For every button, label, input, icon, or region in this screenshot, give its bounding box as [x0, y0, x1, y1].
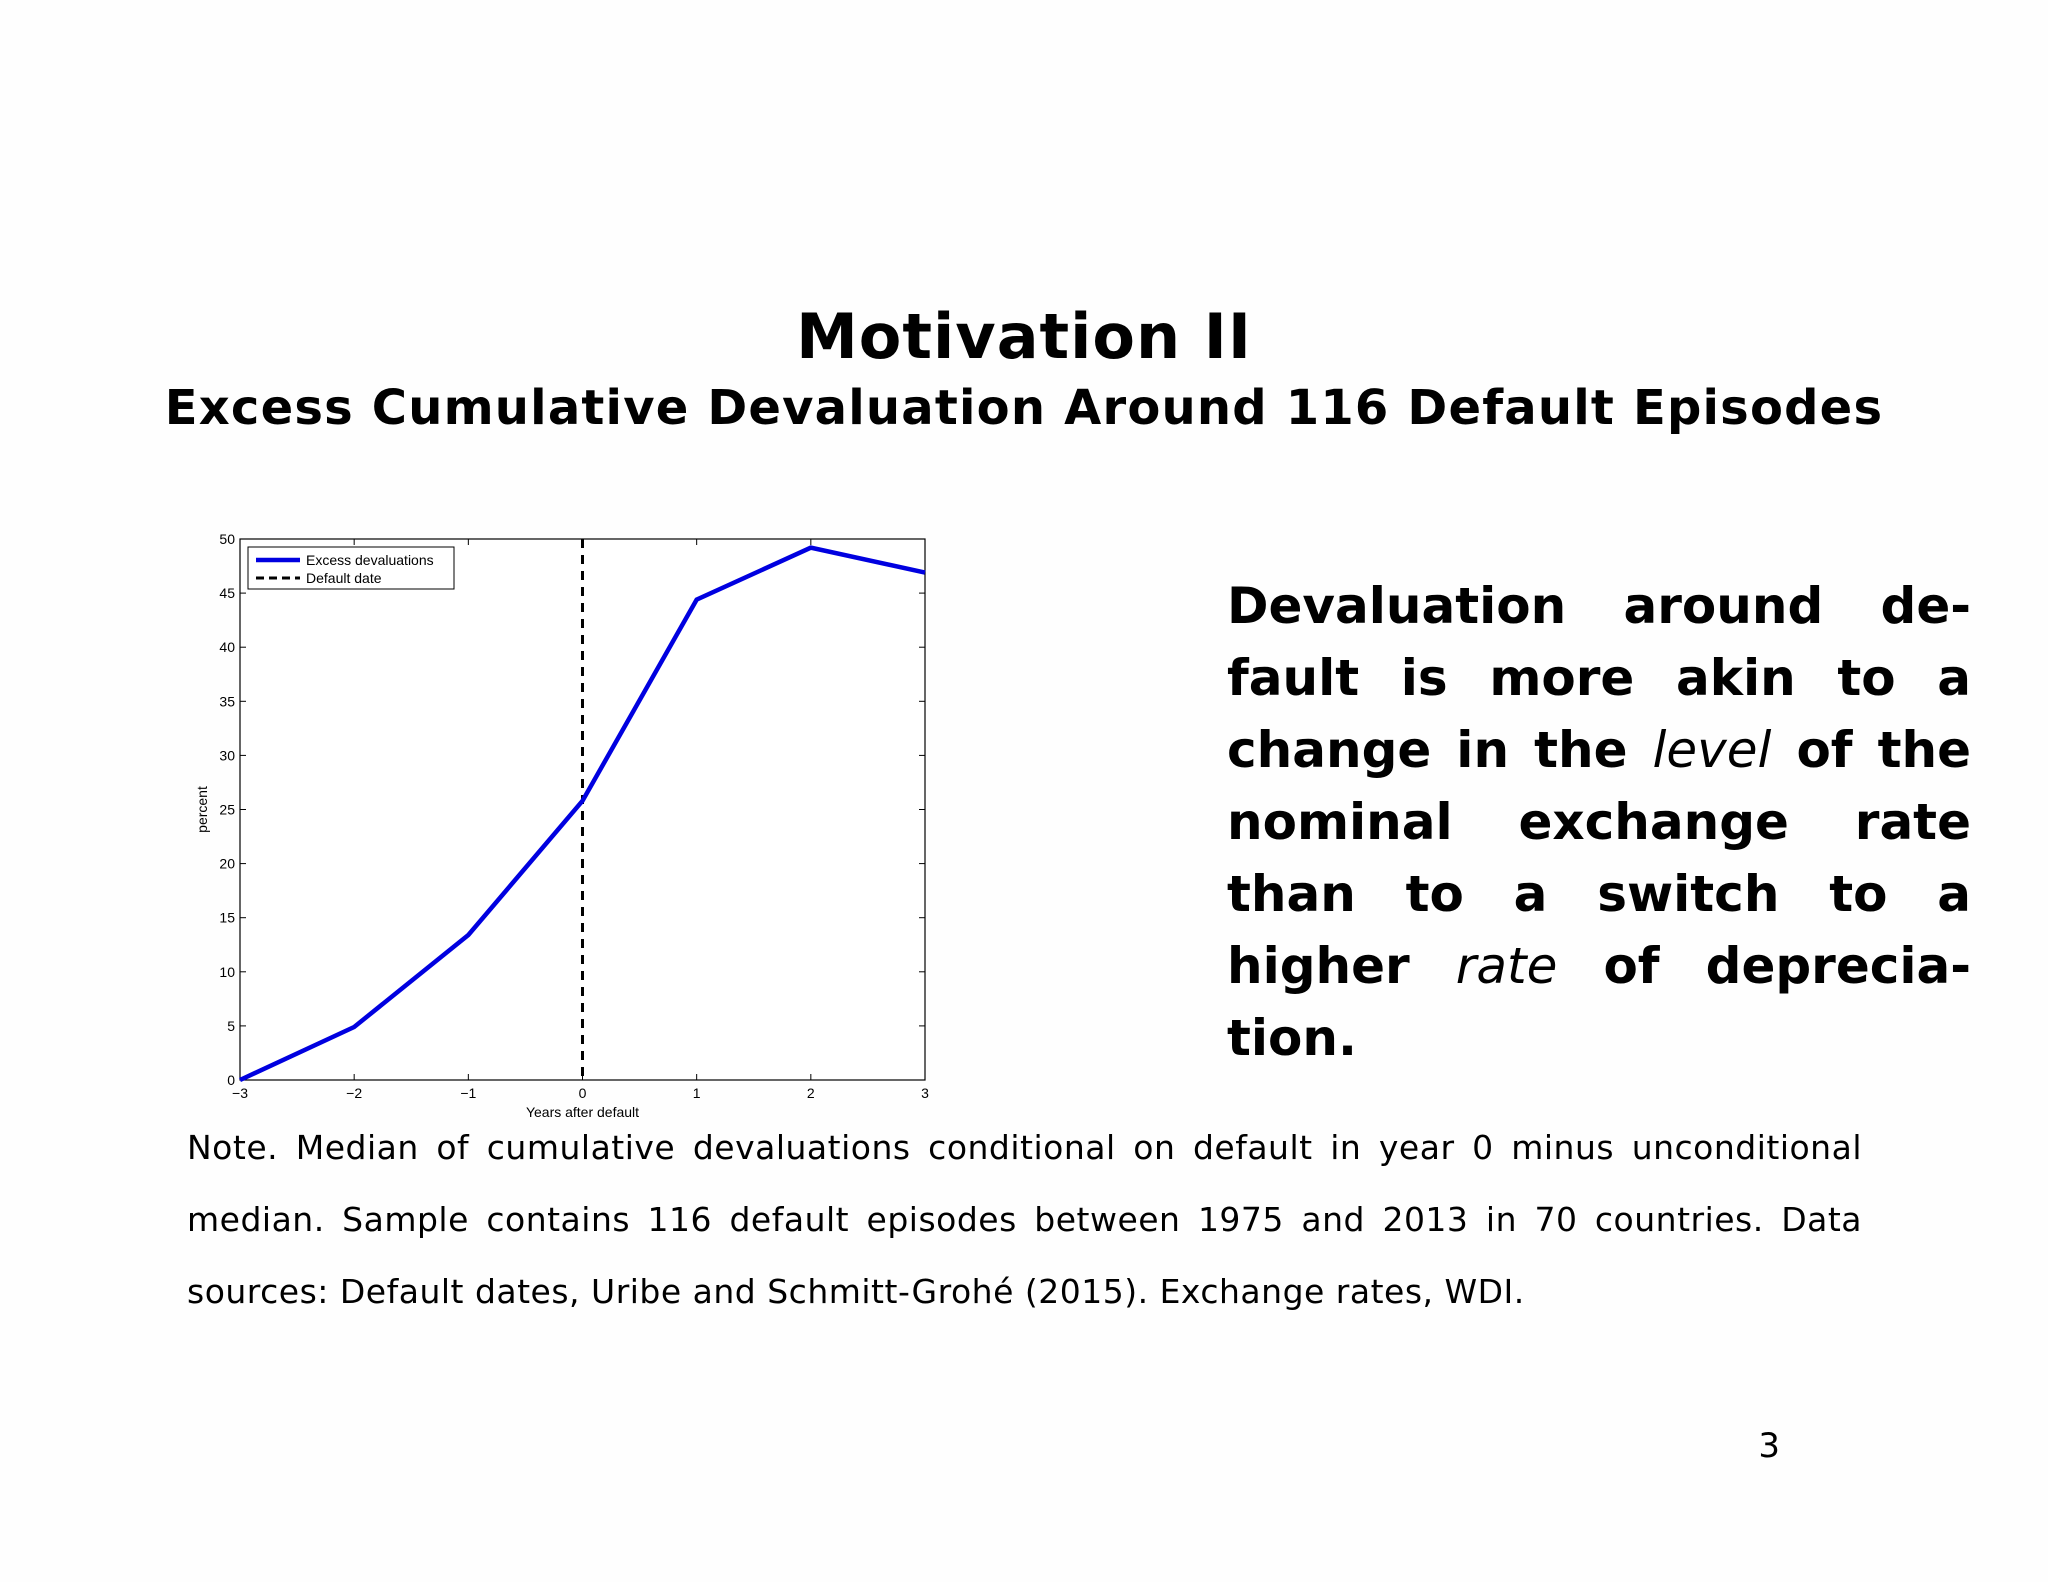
x-tick-label: −2 [346, 1085, 362, 1101]
y-tick-label: 25 [219, 802, 235, 818]
y-tick-label: 30 [219, 747, 235, 763]
figure-note: Note. Median of cumulative devaluations … [187, 1128, 1862, 1311]
y-axis-label: percent [194, 786, 210, 833]
x-tick-label: −3 [232, 1085, 248, 1101]
y-tick-label: 45 [219, 585, 235, 601]
x-tick-label: 2 [807, 1085, 815, 1101]
body-text-part: Devaluation around de-fault is more akin… [1227, 577, 1971, 779]
y-tick-label: 50 [219, 531, 235, 547]
y-tick-label: 35 [219, 693, 235, 709]
x-tick-label: 1 [693, 1085, 701, 1101]
body-text-emphasis-level: level [1652, 721, 1772, 779]
y-tick-label: 15 [219, 910, 235, 926]
slide-subtitle: Excess Cumulative Devaluation Around 116… [164, 380, 1884, 436]
y-tick-label: 40 [219, 639, 235, 655]
legend-label-default-date: Default date [306, 570, 382, 586]
x-tick-label: 0 [579, 1085, 587, 1101]
legend-label-excess-devaluations: Excess devaluations [306, 552, 434, 568]
body-text-part: of deprecia-tion. [1227, 937, 1971, 1067]
x-tick-label: −1 [460, 1085, 476, 1101]
y-tick-label: 10 [219, 964, 235, 980]
series-line-excess-devaluations [239, 545, 926, 1083]
legend-box [247, 546, 455, 590]
slide-title: Motivation II [796, 300, 1252, 373]
page-number: 3 [1758, 1426, 1780, 1466]
body-text-emphasis-rate: rate [1455, 937, 1558, 995]
y-tick-label: 5 [227, 1018, 235, 1034]
body-text: Devaluation around de-fault is more akin… [1227, 570, 1971, 1074]
y-tick-label: 20 [219, 856, 235, 872]
x-tick-label: 3 [921, 1085, 929, 1101]
body-text-part: of the nominal exchange rate than to a s… [1227, 721, 1971, 995]
x-axis-label: Years after default [526, 1104, 639, 1120]
y-tick-label: 0 [227, 1072, 235, 1088]
